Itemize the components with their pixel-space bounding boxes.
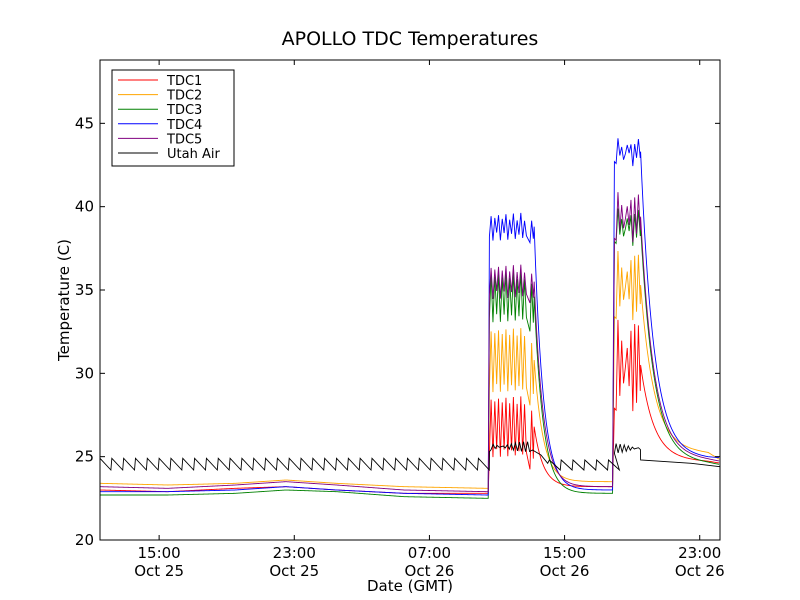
- y-tick-label: 30: [75, 364, 94, 382]
- x-tick-label-time: 23:00: [678, 544, 721, 562]
- legend-label: TDC5: [166, 132, 202, 147]
- series-line-tdc4: [100, 138, 720, 496]
- x-tick-label-time: 15:00: [543, 544, 586, 562]
- y-axis-label: Temperature (C): [55, 239, 73, 362]
- legend-label: TDC2: [166, 89, 202, 104]
- x-axis-label: Date (GMT): [367, 577, 453, 595]
- legend-box: [111, 69, 235, 167]
- series-line-tdc2: [100, 251, 720, 489]
- x-tick-label-time: 07:00: [408, 544, 451, 562]
- legend-label: TDC4: [166, 118, 202, 133]
- x-tick-label-date: Oct 25: [134, 562, 184, 580]
- y-tick-label: 40: [75, 198, 94, 216]
- series-line-tdc3: [100, 208, 720, 499]
- x-tick-label-time: 15:00: [138, 544, 181, 562]
- series-layer: [100, 138, 720, 499]
- legend-label: Utah Air: [167, 147, 220, 162]
- series-line-tdc5: [100, 192, 720, 493]
- x-tick-label-date: Oct 26: [540, 562, 590, 580]
- series-line-utah-air: [100, 441, 720, 472]
- plot-frame: [99, 59, 721, 541]
- chart-title: APOLLO TDC Temperatures: [282, 28, 539, 50]
- legend-label: TDC1: [166, 74, 202, 89]
- x-tick-label-date: Oct 26: [675, 562, 725, 580]
- x-tick-label-date: Oct 25: [269, 562, 319, 580]
- y-tick-label: 45: [75, 114, 94, 132]
- y-tick-label: 20: [75, 531, 94, 549]
- x-tick-label-date: Oct 26: [405, 562, 455, 580]
- legend-label: TDC3: [166, 103, 202, 118]
- x-tick-label-time: 23:00: [273, 544, 316, 562]
- y-tick-label: 25: [75, 448, 94, 466]
- y-tick-label: 35: [75, 281, 94, 299]
